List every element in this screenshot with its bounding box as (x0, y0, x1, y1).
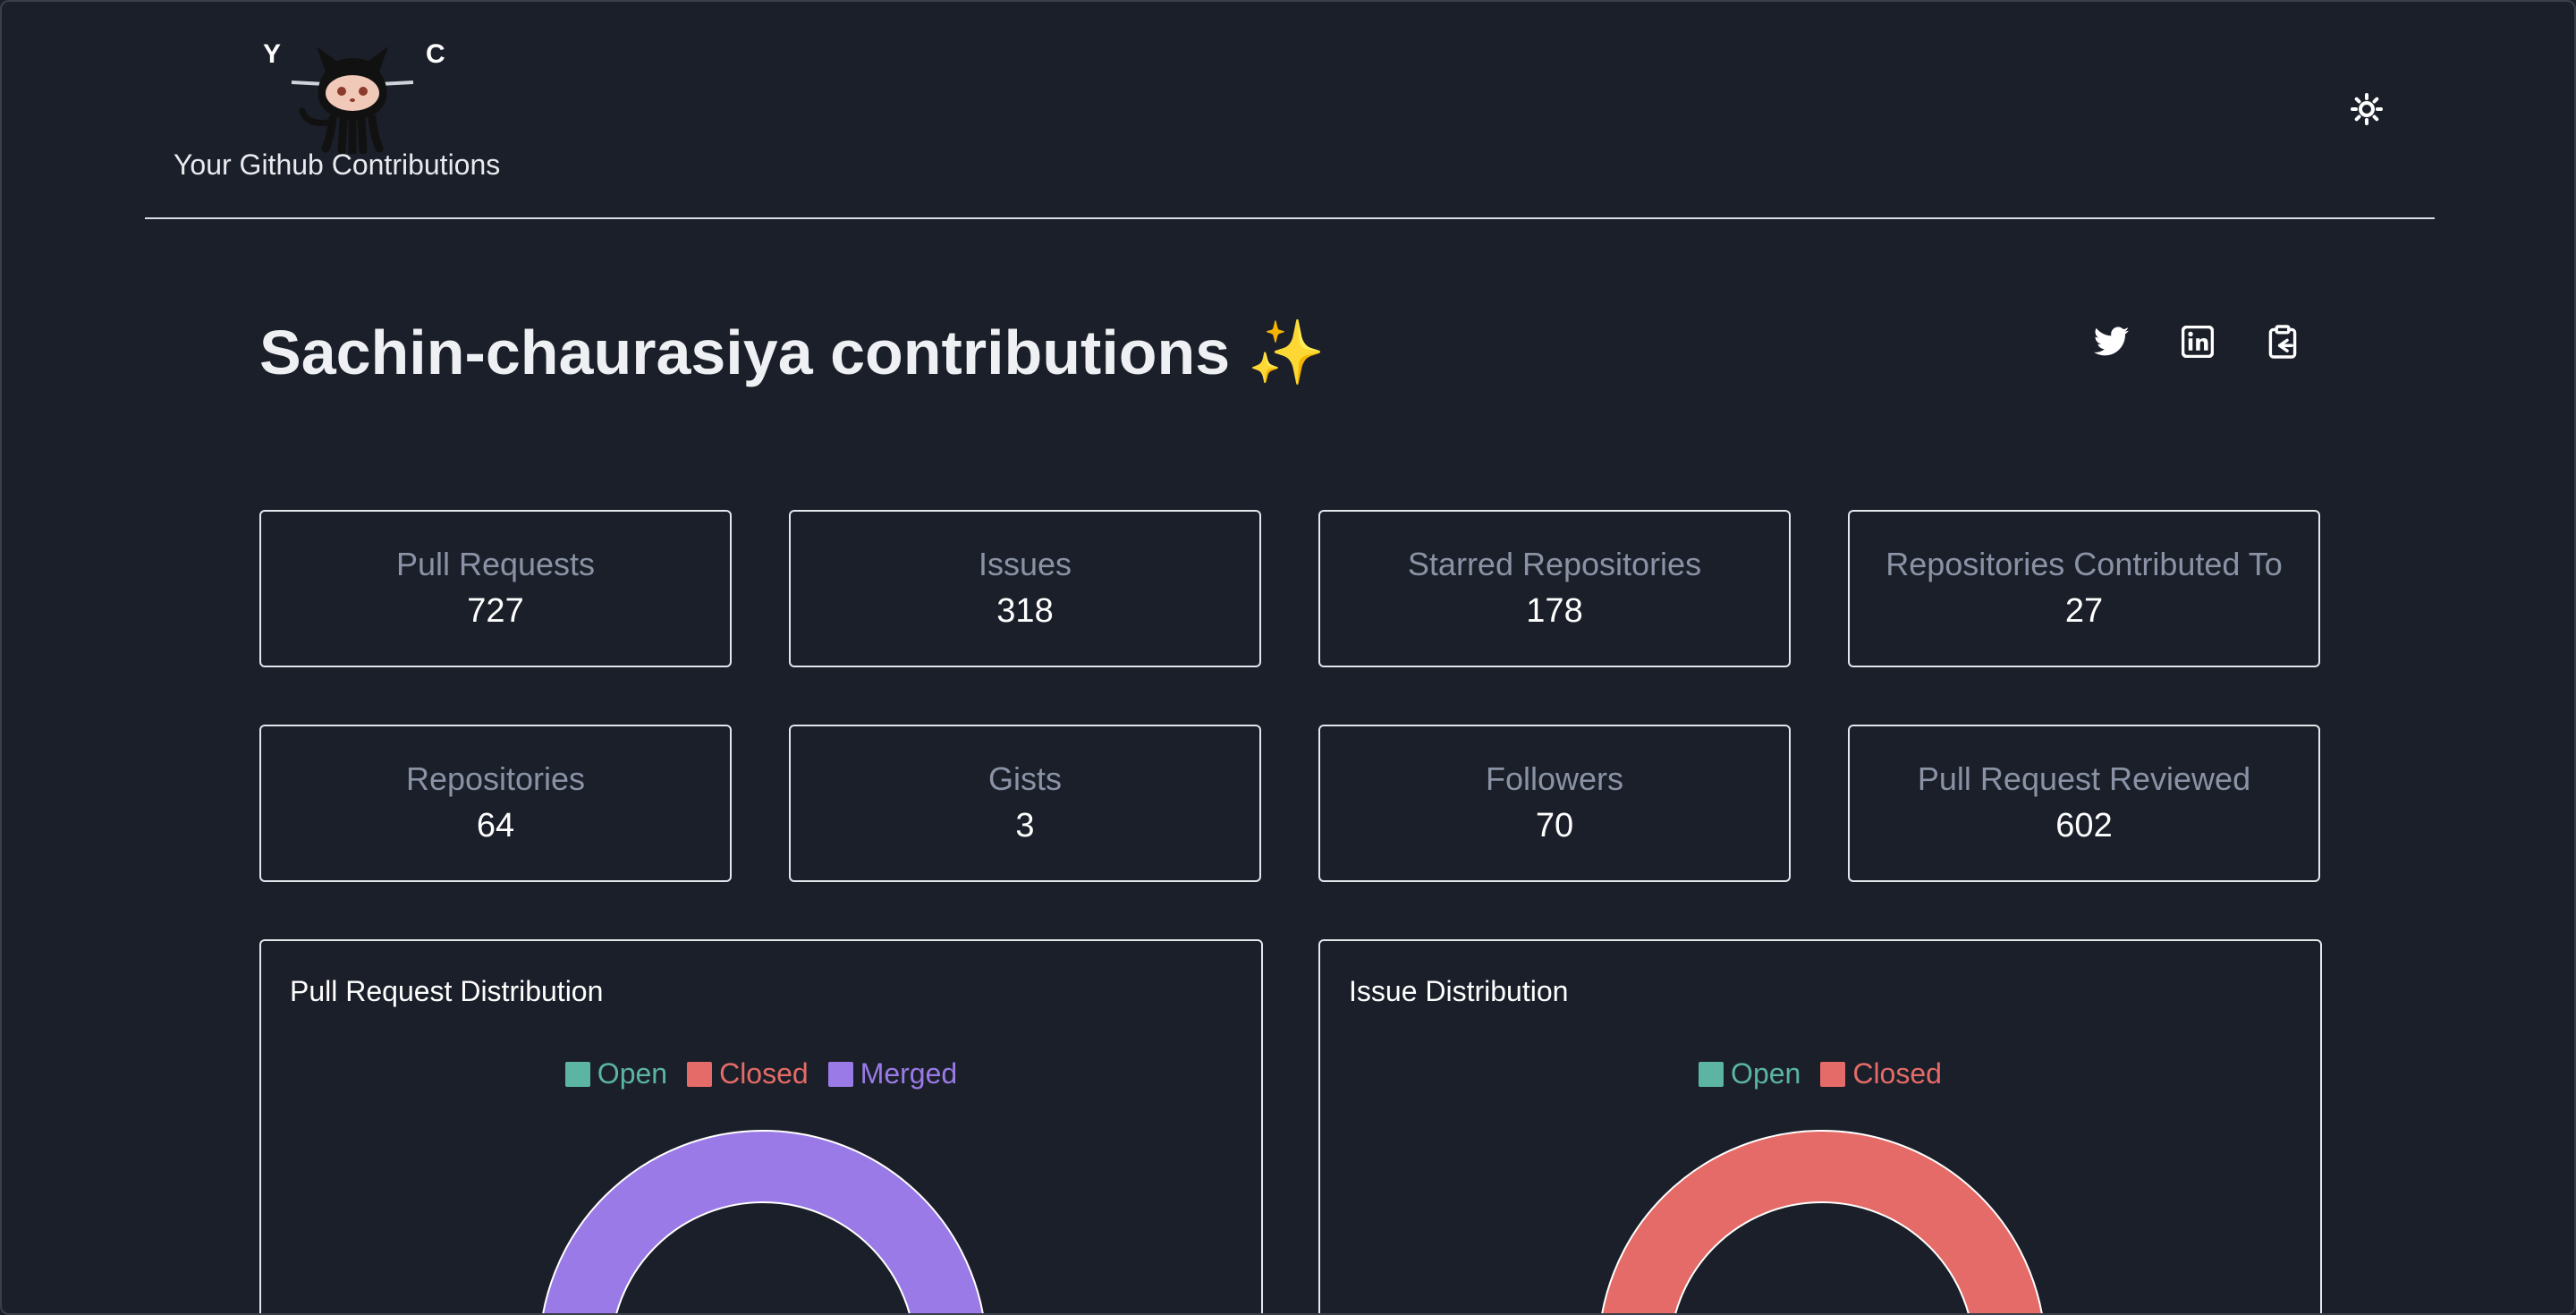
logo-letter-c: C (426, 39, 445, 69)
share-twitter-button[interactable] (2092, 322, 2131, 361)
stat-value: 602 (2055, 807, 2113, 844)
pull-request-donut-chart (539, 1130, 987, 1315)
chart-title: Pull Request Distribution (290, 975, 604, 1007)
stat-card-followers: Followers 70 (1318, 725, 1791, 882)
page-title: Sachin-chaurasiya contributions ✨ (259, 318, 1326, 387)
chart-legend: Open Closed (1320, 1057, 2320, 1090)
legend-label: Closed (1852, 1057, 1942, 1090)
octocat-icon (291, 47, 414, 154)
header: Y C Your Github Contributions (145, 2, 2435, 219)
stat-label: Starred Repositories (1407, 546, 1702, 582)
legend-item-closed[interactable]: Closed (1820, 1057, 1942, 1090)
stat-value: 70 (1535, 807, 1574, 844)
stat-card-issues: Issues 318 (789, 510, 1261, 667)
legend-label: Closed (719, 1057, 809, 1090)
stat-label: Followers (1485, 760, 1624, 797)
legend-swatch (564, 1061, 590, 1087)
legend-swatch (1699, 1061, 1724, 1087)
legend-item-merged[interactable]: Merged (827, 1057, 958, 1090)
stat-card-pull-requests: Pull Requests 727 (259, 510, 732, 667)
legend-swatch (1820, 1061, 1846, 1087)
stat-card-gists: Gists 3 (789, 725, 1261, 882)
stat-card-repositories: Repositories 64 (259, 725, 732, 882)
issue-donut-chart (1598, 1130, 2046, 1315)
donut-slice-merged[interactable] (539, 1130, 987, 1315)
stat-value: 3 (1015, 807, 1035, 844)
logo[interactable]: Y C Your Github Contributions (174, 29, 531, 190)
stat-label: Gists (987, 760, 1062, 797)
stat-label: Pull Requests (395, 546, 596, 582)
logo-letter-y: Y (263, 39, 282, 69)
twitter-icon (2094, 327, 2130, 356)
stat-card-pull-request-reviewed: Pull Request Reviewed 602 (1848, 725, 2320, 882)
chart-legend: Open Closed Merged (261, 1057, 1261, 1090)
legend-swatch (687, 1061, 713, 1087)
pull-request-distribution-card: Pull Request Distribution Open Closed Me… (259, 939, 1263, 1315)
stat-value: 64 (476, 807, 515, 844)
stat-card-starred-repositories: Starred Repositories 178 (1318, 510, 1791, 667)
stat-label: Issues (978, 546, 1072, 582)
legend-item-open[interactable]: Open (564, 1057, 668, 1090)
legend-swatch (827, 1061, 853, 1087)
legend-label: Merged (860, 1057, 958, 1090)
chart-title: Issue Distribution (1349, 975, 1569, 1007)
legend-label: Open (1731, 1057, 1801, 1090)
tagline: Your Github Contributions (174, 148, 501, 181)
legend-item-open[interactable]: Open (1699, 1057, 1801, 1090)
issue-distribution-card: Issue Distribution Open Closed (1318, 939, 2322, 1315)
stat-label: Pull Request Reviewed (1917, 760, 2251, 797)
clipboard-icon (2268, 325, 2297, 359)
stat-value: 318 (996, 592, 1054, 630)
sun-icon (2351, 93, 2383, 125)
legend-label: Open (597, 1057, 668, 1090)
stat-label: Repositories Contributed To (1885, 546, 2283, 582)
stat-card-repositories-contributed-to: Repositories Contributed To 27 (1848, 510, 2320, 667)
legend-item-closed[interactable]: Closed (687, 1057, 809, 1090)
share-linkedin-button[interactable] (2178, 322, 2217, 361)
stat-value: 27 (2064, 592, 2104, 630)
stat-value: 727 (467, 592, 524, 630)
stat-label: Repositories (405, 760, 586, 797)
theme-toggle-button[interactable] (2347, 89, 2386, 129)
stat-value: 178 (1526, 592, 1583, 630)
donut-slice-closed[interactable] (1598, 1130, 2046, 1315)
linkedin-icon (2182, 326, 2214, 358)
copy-link-button[interactable] (2263, 322, 2302, 361)
